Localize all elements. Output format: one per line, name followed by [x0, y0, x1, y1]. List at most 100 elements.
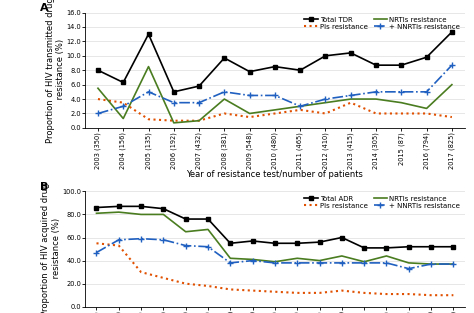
- PIs resistance: [95, 97, 101, 101]
- NRTIs resistance: [272, 108, 278, 112]
- NRTIs resistance: [373, 97, 379, 101]
- PIs resistance: [272, 112, 278, 115]
- Total ADR: [361, 246, 367, 250]
- + NNRTIs resistance: [250, 259, 255, 263]
- PIs resistance: [183, 282, 189, 285]
- Total TDR: [272, 65, 278, 69]
- PIs resistance: [297, 108, 303, 112]
- Legend: Total TDR, PIs resistance, NRTIs resistance, + NNRTIs resistance: Total TDR, PIs resistance, NRTIs resista…: [303, 16, 461, 30]
- NRTIs resistance: [247, 112, 253, 115]
- Line: PIs resistance: PIs resistance: [97, 243, 453, 295]
- NRTIs resistance: [120, 117, 126, 121]
- NRTIs resistance: [383, 254, 389, 258]
- + NNRTIs resistance: [383, 261, 389, 265]
- PIs resistance: [161, 276, 166, 280]
- NRTIs resistance: [449, 83, 455, 86]
- PIs resistance: [205, 284, 211, 288]
- Total ADR: [94, 206, 100, 209]
- NRTIs resistance: [323, 101, 328, 105]
- PIs resistance: [424, 112, 429, 115]
- NRTIs resistance: [183, 230, 189, 233]
- Total ADR: [294, 241, 300, 245]
- + NNRTIs resistance: [161, 238, 166, 242]
- NRTIs resistance: [250, 258, 255, 261]
- Line: Total ADR: Total ADR: [94, 204, 456, 250]
- X-axis label: Year of resistance test/number of patients: Year of resistance test/number of patien…: [186, 171, 364, 179]
- + NNRTIs resistance: [272, 94, 278, 97]
- Total ADR: [116, 204, 122, 208]
- + NNRTIs resistance: [196, 101, 202, 105]
- + NNRTIs resistance: [138, 237, 144, 241]
- + NNRTIs resistance: [428, 262, 434, 266]
- PIs resistance: [146, 117, 151, 121]
- PIs resistance: [406, 292, 411, 296]
- Total TDR: [196, 84, 202, 88]
- NRTIs resistance: [228, 256, 233, 260]
- Total ADR: [383, 246, 389, 250]
- NRTIs resistance: [221, 97, 227, 101]
- NRTIs resistance: [161, 213, 166, 216]
- + NNRTIs resistance: [323, 97, 328, 101]
- NRTIs resistance: [297, 105, 303, 108]
- PIs resistance: [450, 293, 456, 297]
- + NNRTIs resistance: [317, 261, 322, 265]
- PIs resistance: [373, 112, 379, 115]
- PIs resistance: [317, 291, 322, 295]
- Y-axis label: Proportion of HIV acquired drug
 resistance (%): Proportion of HIV acquired drug resistan…: [41, 182, 61, 313]
- PIs resistance: [250, 289, 255, 292]
- NRTIs resistance: [146, 65, 151, 69]
- Total ADR: [250, 239, 255, 243]
- NRTIs resistance: [171, 121, 177, 125]
- + NNRTIs resistance: [339, 261, 345, 265]
- Line: NRTIs resistance: NRTIs resistance: [97, 212, 453, 264]
- Total ADR: [272, 241, 278, 245]
- Total TDR: [297, 68, 303, 72]
- NRTIs resistance: [196, 119, 202, 123]
- NRTIs resistance: [94, 211, 100, 215]
- Total ADR: [228, 241, 233, 245]
- NRTIs resistance: [361, 260, 367, 264]
- + NNRTIs resistance: [348, 94, 354, 97]
- PIs resistance: [272, 290, 278, 294]
- Total TDR: [146, 32, 151, 36]
- PIs resistance: [348, 101, 354, 105]
- Line: + NNRTIs resistance: + NNRTIs resistance: [94, 236, 456, 271]
- + NNRTIs resistance: [120, 105, 126, 108]
- PIs resistance: [361, 291, 367, 295]
- PIs resistance: [228, 288, 233, 291]
- PIs resistance: [171, 119, 177, 123]
- NRTIs resistance: [116, 210, 122, 214]
- Legend: Total ADR, PIs resistance, NRTIs resistance, + NNRTIs resistance: Total ADR, PIs resistance, NRTIs resista…: [303, 195, 461, 209]
- + NNRTIs resistance: [406, 267, 411, 270]
- Total TDR: [323, 54, 328, 58]
- + NNRTIs resistance: [272, 261, 278, 265]
- Total TDR: [424, 55, 429, 59]
- Line: + NNRTIs resistance: + NNRTIs resistance: [95, 62, 455, 116]
- PIs resistance: [399, 112, 404, 115]
- Total ADR: [205, 217, 211, 221]
- Text: B: B: [40, 182, 48, 192]
- PIs resistance: [221, 112, 227, 115]
- + NNRTIs resistance: [183, 244, 189, 248]
- Total ADR: [183, 217, 189, 221]
- NRTIs resistance: [399, 101, 404, 105]
- + NNRTIs resistance: [294, 261, 300, 265]
- PIs resistance: [94, 241, 100, 245]
- + NNRTIs resistance: [247, 94, 253, 97]
- PIs resistance: [138, 270, 144, 274]
- NRTIs resistance: [428, 262, 434, 266]
- Total ADR: [406, 245, 411, 249]
- + NNRTIs resistance: [424, 90, 429, 94]
- NRTIs resistance: [294, 256, 300, 260]
- PIs resistance: [323, 112, 328, 115]
- PIs resistance: [116, 244, 122, 248]
- Total ADR: [339, 236, 345, 239]
- + NNRTIs resistance: [228, 261, 233, 265]
- + NNRTIs resistance: [94, 251, 100, 254]
- Total ADR: [317, 240, 322, 244]
- Total TDR: [221, 56, 227, 60]
- NRTIs resistance: [450, 262, 456, 266]
- + NNRTIs resistance: [361, 261, 367, 265]
- Total TDR: [120, 80, 126, 84]
- Line: Total TDR: Total TDR: [96, 30, 454, 94]
